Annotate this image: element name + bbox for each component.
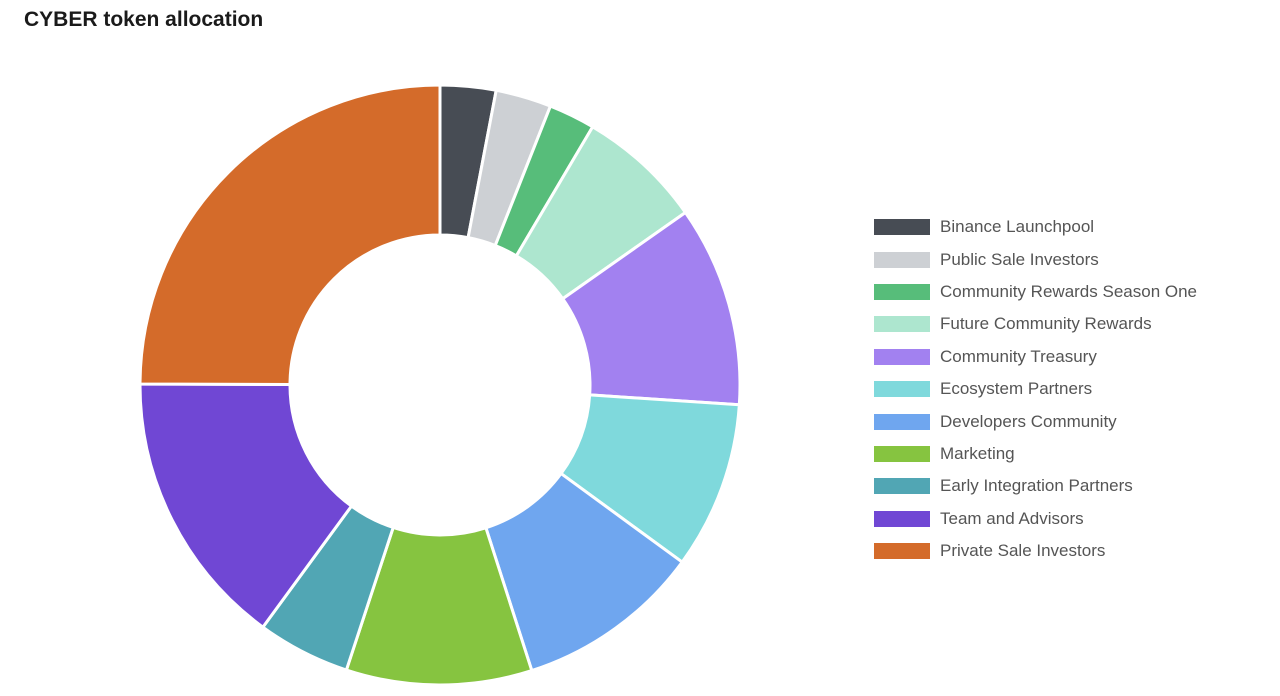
legend-item[interactable]: Binance Launchpool [874,211,1197,243]
legend-swatch [874,316,930,333]
legend-swatch [874,348,930,365]
legend-swatch [874,478,930,495]
chart-title: CYBER token allocation [24,8,264,31]
legend-item[interactable]: Developers Community [874,405,1197,437]
legend-swatch [874,251,930,268]
legend-item[interactable]: Team and Advisors [874,503,1197,535]
legend-item[interactable]: Community Treasury [874,341,1197,373]
legend-label: Community Treasury [940,346,1097,366]
legend-label: Public Sale Investors [940,249,1099,269]
legend-label: Future Community Rewards [940,314,1152,334]
legend-swatch [874,413,930,430]
legend-label: Community Rewards Season One [940,281,1198,301]
donut-chart [138,83,742,687]
legend-item[interactable]: Community Rewards Season One [874,276,1197,308]
legend-label: Early Integration Partners [940,476,1133,496]
legend: Binance Launchpool Public Sale Investors C… [874,211,1197,567]
legend-swatch [874,510,930,527]
legend-item[interactable]: Future Community Rewards [874,308,1197,340]
slice-team-and-advisors[interactable] [138,382,354,630]
legend-label: Private Sale Investors [940,541,1106,561]
legend-swatch [874,283,930,300]
legend-item[interactable]: Public Sale Investors [874,243,1197,275]
legend-label: Marketing [940,443,1015,463]
legend-swatch [874,445,930,462]
legend-swatch [874,543,930,560]
legend-item[interactable]: Ecosystem Partners [874,373,1197,405]
legend-label: Ecosystem Partners [940,379,1093,399]
slice-community-treasury[interactable] [560,210,742,407]
legend-swatch [874,381,930,398]
legend-label: Team and Advisors [940,508,1084,528]
legend-label: Developers Community [940,411,1117,431]
legend-item[interactable]: Marketing [874,438,1197,470]
legend-item[interactable]: Private Sale Investors [874,535,1197,567]
slice-private-sale-investors[interactable] [138,83,442,387]
legend-item[interactable]: Early Integration Partners [874,470,1197,502]
legend-swatch [874,219,930,236]
legend-label: Binance Launchpool [940,217,1095,237]
